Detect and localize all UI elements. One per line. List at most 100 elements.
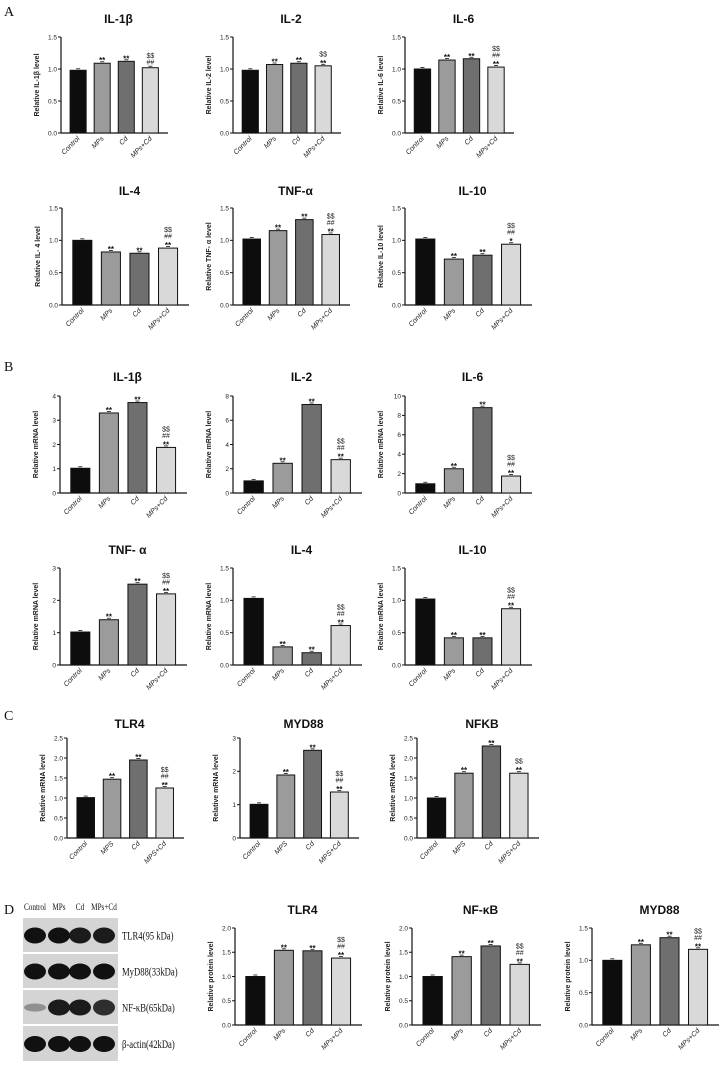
- bar-mps: [443, 637, 464, 666]
- y-axis-label: Relative TNF- α level: [206, 222, 213, 291]
- y-tick-label: 2.0: [404, 755, 413, 762]
- y-tick-label: 1.0: [220, 66, 229, 73]
- significance-mark: **: [638, 938, 645, 947]
- bar-control: [415, 238, 436, 306]
- x-tick-label: Cd: [297, 307, 309, 319]
- y-tick-label: 4: [52, 393, 56, 400]
- significance-mark: $$: [507, 455, 515, 462]
- significance-mark: **: [296, 56, 303, 65]
- y-tick-label: 1.5: [222, 950, 231, 957]
- significance-mark: ##: [492, 53, 500, 60]
- y-tick-label: 0: [52, 490, 56, 497]
- significance-mark: ##: [164, 234, 172, 241]
- x-tick-label: MPS: [452, 840, 468, 856]
- bar-mps: [630, 944, 651, 1026]
- y-tick-label: 0.0: [404, 835, 413, 842]
- bar-chart-a-6: IL-10 0.0 0.5 1.0 1.5 Relative IL-10 level Con…: [378, 184, 532, 332]
- y-tick-label: 0.5: [49, 270, 58, 277]
- y-tick-label: 0: [232, 835, 236, 842]
- bar-mps-plus-cd: [501, 608, 522, 666]
- significance-mark: $$: [327, 214, 335, 221]
- bar-control: [76, 797, 95, 839]
- bar-control: [243, 480, 264, 494]
- protein-band: [24, 1036, 46, 1052]
- bar-chart-b-9: IL-6 0 2 4 6 8 10 Relative mRNA level Control MPs…: [378, 370, 532, 520]
- x-tick-label: Cd: [484, 840, 496, 852]
- y-tick-label: 1: [232, 802, 236, 809]
- significance-mark: $$: [507, 223, 515, 230]
- bar-cd: [117, 60, 135, 134]
- significance-mark: **: [162, 781, 169, 790]
- bar-cd: [472, 254, 493, 306]
- y-tick-label: 0.0: [220, 302, 229, 309]
- protein-band: [69, 963, 91, 980]
- bar-control: [69, 69, 87, 134]
- x-tick-label: Cd: [464, 135, 476, 147]
- significance-mark: **: [109, 772, 116, 781]
- y-tick-label: 0.0: [220, 662, 229, 669]
- x-tick-label: MPs+Cd: [145, 495, 170, 520]
- x-tick-label: Cd: [131, 840, 143, 852]
- y-tick-label: 1.0: [392, 238, 401, 245]
- bar-chart-a-3: IL-6 0.0 0.5 1.0 1.5 Relative IL-6 level Contr…: [378, 12, 514, 160]
- bar-mps: [276, 774, 296, 839]
- chart-title: IL-10: [458, 184, 486, 198]
- protein-band: [24, 963, 46, 980]
- y-tick-label: 3: [52, 418, 56, 425]
- significance-mark: **: [106, 406, 113, 415]
- y-tick-label: 0.0: [399, 1022, 408, 1029]
- x-tick-label: MPS+Cd: [318, 840, 344, 866]
- x-tick-label: MPs+Cd: [303, 135, 328, 160]
- blot-row-label: NF-κB(65kDa): [122, 1002, 175, 1015]
- chart-title: TLR4: [288, 903, 318, 917]
- bar-mps-plus-cd: [330, 625, 351, 666]
- bar-cd: [659, 937, 680, 1026]
- bar-control: [602, 959, 623, 1026]
- y-tick-label: 4: [397, 452, 401, 459]
- blot-row-label: MyD88(33kDa): [122, 966, 178, 979]
- y-axis-label: Relative IL- 4 level: [35, 226, 42, 287]
- significance-mark: ##: [507, 230, 515, 237]
- protein-band: [69, 1036, 91, 1052]
- y-tick-label: 1.5: [220, 565, 229, 572]
- x-tick-label: Control: [236, 495, 257, 516]
- y-tick-label: 2.0: [54, 755, 63, 762]
- y-axis-label: Relative protein level: [385, 941, 392, 1011]
- chart-title: NF-κB: [463, 903, 499, 917]
- significance-mark: **: [666, 931, 673, 940]
- bar-mps: [272, 646, 293, 666]
- x-tick-label: Cd: [304, 667, 316, 679]
- x-tick-label: MPS+Cd: [497, 840, 523, 866]
- x-tick-label: MPs: [629, 1027, 644, 1042]
- significance-mark: $$: [337, 937, 345, 944]
- significance-mark: **: [451, 631, 458, 640]
- y-tick-label: 3: [232, 735, 236, 742]
- y-tick-label: 0: [52, 662, 56, 669]
- y-axis-label: Relative mRNA level: [40, 754, 47, 821]
- bar-chart-b-8: IL-2 0 2 4 6 8 Relative mRNA level Control MPs **…: [206, 370, 362, 520]
- y-tick-label: 0.0: [392, 662, 401, 669]
- blot-row-label: TLR4(95 kDa): [122, 930, 174, 943]
- significance-mark: **: [338, 951, 345, 960]
- significance-mark: **: [451, 462, 458, 471]
- y-tick-label: 1: [52, 630, 56, 637]
- y-tick-label: 0.0: [54, 835, 63, 842]
- chart-title: TNF- α: [108, 543, 147, 557]
- bar-mps-plus-cd: [330, 459, 351, 494]
- bar-mps: [102, 778, 122, 839]
- significance-mark: **: [338, 453, 345, 462]
- y-tick-label: 8: [225, 393, 229, 400]
- y-tick-label: 1.0: [222, 974, 231, 981]
- significance-mark: **: [320, 59, 327, 68]
- x-tick-label: MPs+Cd: [499, 1027, 524, 1052]
- y-tick-label: 6: [225, 418, 229, 425]
- y-tick-label: 0.5: [48, 98, 57, 105]
- panel-label-c: C: [4, 709, 13, 724]
- y-tick-label: 1.0: [48, 66, 57, 73]
- y-tick-label: 1: [52, 466, 56, 473]
- bar-chart-d-17: NF-κB 0.0 0.5 1.0 1.5 2.0 Relative protein lev…: [385, 903, 541, 1052]
- y-axis-label: Relative mRNA level: [390, 754, 397, 821]
- bar-mps: [451, 956, 472, 1026]
- blot-column-label: MPs: [52, 902, 65, 912]
- significance-mark: **: [271, 58, 278, 67]
